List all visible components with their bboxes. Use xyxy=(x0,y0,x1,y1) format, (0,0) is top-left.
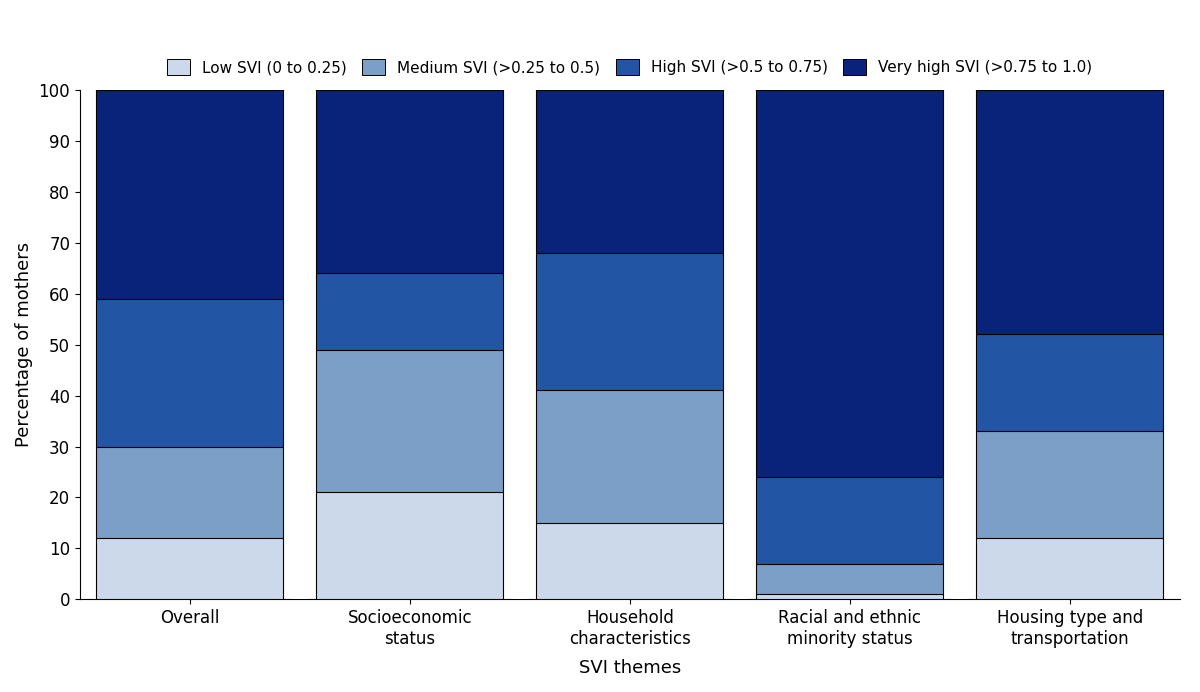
Bar xyxy=(756,90,943,477)
Bar xyxy=(977,90,1163,334)
Bar xyxy=(756,594,943,599)
Bar xyxy=(977,334,1163,431)
Bar xyxy=(977,431,1163,538)
Bar xyxy=(756,477,943,564)
Bar xyxy=(536,253,724,390)
X-axis label: SVI themes: SVI themes xyxy=(578,659,680,677)
Bar xyxy=(977,538,1163,599)
Y-axis label: Percentage of mothers: Percentage of mothers xyxy=(14,242,34,447)
Bar xyxy=(317,90,503,273)
Bar xyxy=(536,390,724,523)
Bar xyxy=(317,349,503,493)
Bar xyxy=(317,273,503,349)
Bar xyxy=(756,564,943,594)
Bar xyxy=(96,446,283,538)
Bar xyxy=(317,493,503,599)
Bar xyxy=(96,90,283,299)
Bar xyxy=(536,523,724,599)
Bar xyxy=(536,90,724,253)
Bar xyxy=(96,299,283,446)
Bar xyxy=(96,538,283,599)
Legend: Low SVI (0 to 0.25), Medium SVI (>0.25 to 0.5), High SVI (>0.5 to 0.75), Very hi: Low SVI (0 to 0.25), Medium SVI (>0.25 t… xyxy=(160,52,1100,83)
